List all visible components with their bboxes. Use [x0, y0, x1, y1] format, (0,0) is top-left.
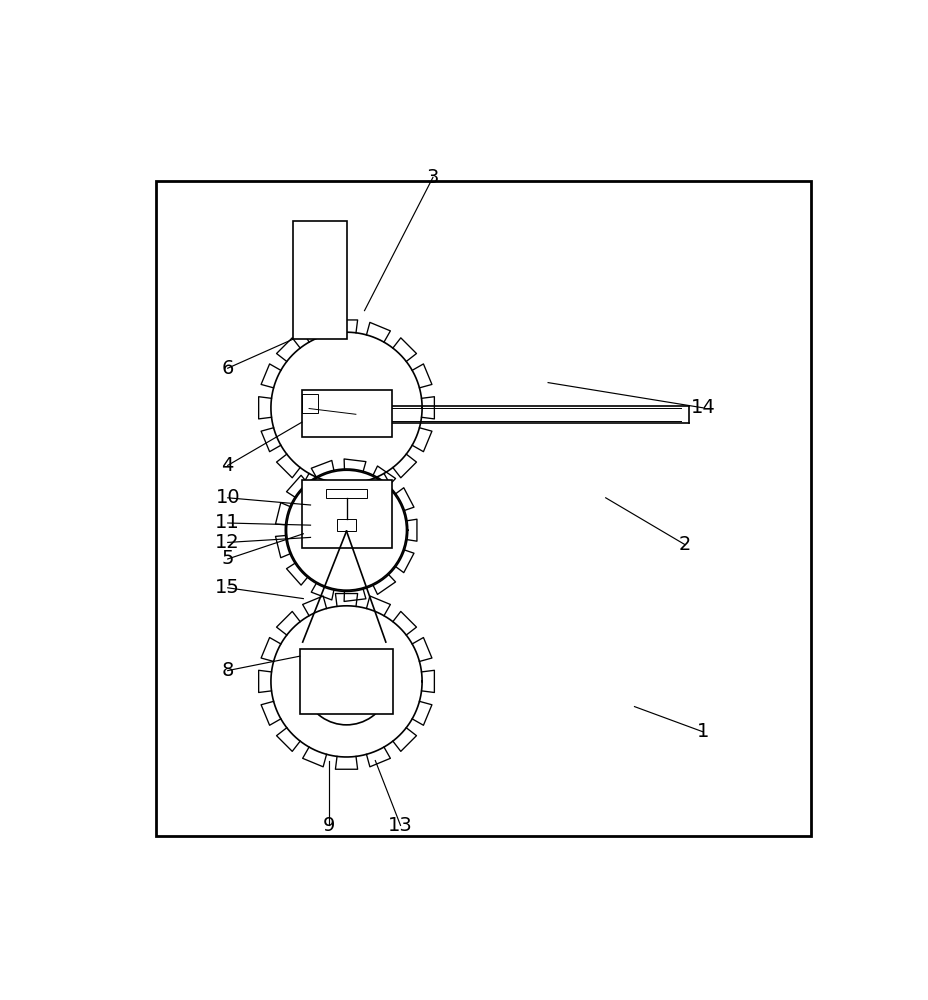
- Text: 15: 15: [215, 578, 240, 597]
- Text: 10: 10: [215, 488, 239, 507]
- Text: 13: 13: [388, 816, 412, 835]
- Text: 4: 4: [221, 456, 234, 475]
- Bar: [292, 221, 346, 339]
- Bar: [302, 390, 392, 437]
- Text: 11: 11: [215, 513, 239, 532]
- Text: 14: 14: [690, 398, 715, 417]
- Bar: [302, 480, 392, 548]
- Bar: [300, 649, 393, 714]
- Bar: [336, 519, 356, 531]
- Text: 2: 2: [678, 535, 690, 554]
- Bar: [326, 489, 367, 498]
- Text: 8: 8: [221, 661, 234, 680]
- Text: 1: 1: [696, 722, 708, 741]
- Text: 12: 12: [215, 533, 239, 552]
- Text: 9: 9: [322, 816, 334, 835]
- Text: 3: 3: [426, 168, 439, 187]
- Text: 6: 6: [221, 359, 234, 378]
- Bar: [302, 394, 317, 413]
- Text: 5: 5: [221, 549, 234, 568]
